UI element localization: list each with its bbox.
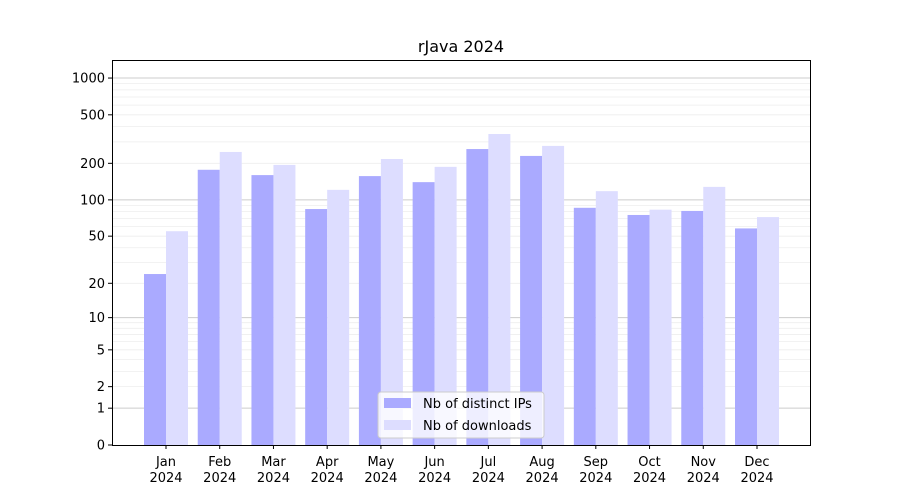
x-tick-label: 2024	[418, 471, 451, 486]
x-tick-label: Sep	[584, 455, 609, 470]
y-tick-label: 20	[88, 277, 105, 292]
x-tick-label: Nov	[691, 455, 717, 470]
legend-swatch-ips	[384, 398, 411, 408]
legend-box	[377, 391, 545, 439]
x-tick-label: Jan	[155, 455, 176, 470]
x-tick-label: Jul	[480, 455, 497, 470]
x-tick-label: Apr	[316, 455, 339, 470]
x-tick-label: Mar	[261, 455, 286, 470]
bar-downloads	[166, 231, 188, 445]
y-axis: 0 1 2 5 10 20 50 100 200 500 1000	[72, 72, 112, 454]
chart-title: rJava 2024	[418, 37, 504, 56]
x-tick-label: Jun	[423, 455, 444, 470]
y-tick-label: 100	[80, 193, 105, 208]
legend-label-ips: Nb of distinct IPs	[423, 397, 532, 412]
bar-distinct-ips	[412, 182, 435, 445]
legend-swatch-downloads	[384, 420, 411, 430]
bar-distinct-ips	[627, 214, 650, 445]
x-tick-label: 2024	[740, 471, 773, 486]
x-tick-label: 2024	[579, 471, 612, 486]
y-tick-label: 1	[97, 402, 105, 417]
x-tick-label: 2024	[203, 471, 236, 486]
y-tick-label: 1000	[72, 72, 105, 87]
x-tick-label: 2024	[311, 471, 344, 486]
x-tick-label: 2024	[257, 471, 290, 486]
bar-distinct-ips	[197, 169, 220, 446]
bar-downloads	[595, 191, 618, 445]
bar-downloads	[434, 166, 457, 446]
bars	[144, 134, 779, 446]
y-tick-label: 200	[80, 157, 105, 172]
y-tick-label: 0	[97, 439, 105, 454]
legend-label-downloads: Nb of downloads	[423, 419, 532, 434]
bar-distinct-ips	[251, 175, 274, 445]
x-tick-label: 2024	[364, 471, 397, 486]
bar-distinct-ips	[681, 210, 704, 445]
x-tick-label: 2024	[149, 471, 182, 486]
x-tick-label: Oct	[638, 455, 660, 470]
bar-distinct-ips	[358, 176, 381, 445]
bar-downloads	[327, 189, 350, 445]
bar-downloads	[219, 151, 242, 445]
y-tick-label: 500	[80, 108, 105, 123]
x-tick-label: 2024	[687, 471, 720, 486]
y-tick-label: 2	[97, 380, 105, 395]
bar-distinct-ips	[573, 207, 596, 445]
bar-downloads	[380, 159, 403, 445]
bar-distinct-ips	[144, 274, 166, 445]
y-tick-label: 10	[88, 311, 105, 326]
bar-downloads	[757, 217, 779, 445]
y-tick-label: 5	[97, 343, 105, 358]
bar-distinct-ips	[735, 228, 757, 445]
x-tick-label: Aug	[529, 455, 554, 470]
x-tick-label: 2024	[526, 471, 559, 486]
x-tick-label: Dec	[744, 455, 769, 470]
x-axis: Jan2024Feb2024Mar2024Apr2024May2024Jun20…	[149, 445, 774, 486]
bar-downloads	[488, 134, 511, 445]
x-tick-label: May	[367, 455, 394, 470]
bar-distinct-ips	[466, 149, 489, 445]
bar-downloads	[542, 145, 565, 446]
x-tick-label: 2024	[472, 471, 505, 486]
bar-downloads	[649, 209, 672, 445]
legend: Nb of distinct IPs Nb of downloads	[377, 391, 545, 439]
x-tick-label: 2024	[633, 471, 666, 486]
plot-frame	[112, 60, 811, 446]
x-tick-label: Feb	[208, 455, 231, 470]
bar-downloads	[703, 186, 726, 445]
y-tick-label: 50	[88, 230, 105, 245]
bar-distinct-ips	[520, 155, 543, 446]
bar-distinct-ips	[305, 209, 328, 445]
bar-downloads	[273, 164, 296, 445]
